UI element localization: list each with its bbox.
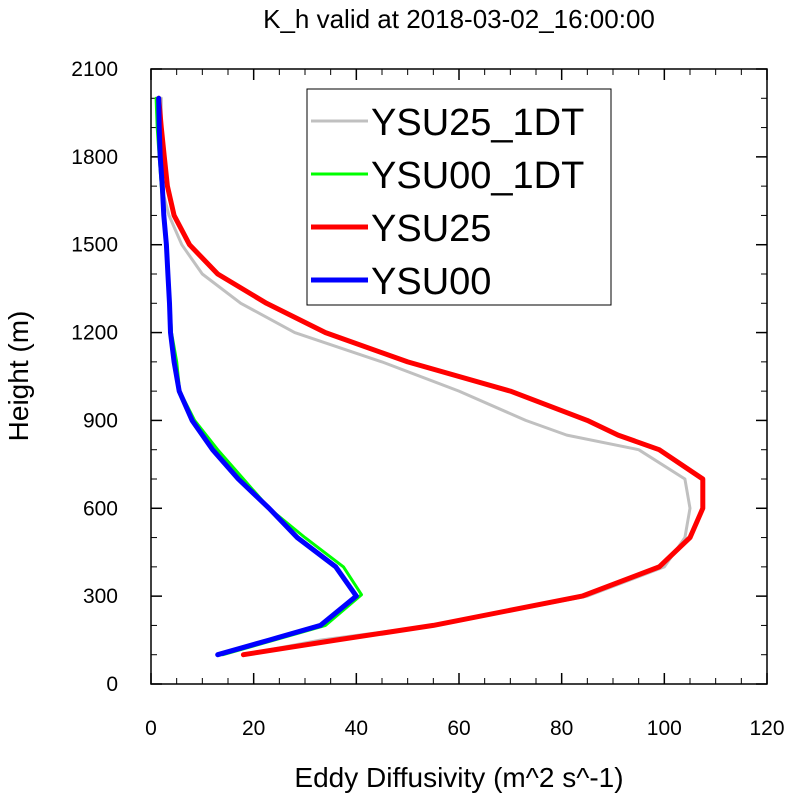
y-tick-label: 1500 (71, 234, 118, 257)
y-tick-label: 1800 (71, 146, 118, 169)
legend: YSU25_1DT YSU00_1DT YSU25 YSU00 (306, 88, 612, 306)
y-tick-label: 600 (83, 497, 118, 520)
y-tick-label: 300 (83, 585, 118, 608)
x-tick-label: 100 (647, 717, 682, 740)
y-tick-label: 900 (83, 409, 118, 432)
x-axis-label: Eddy Diffusivity (m^2 s^-1) (294, 762, 623, 793)
x-tick-label: 40 (345, 717, 368, 740)
y-axis-label: Height (m) (3, 311, 34, 442)
series-line-ysu00 (156, 95, 359, 658)
y-tick-label: 0 (106, 673, 118, 696)
x-tick-label: 60 (447, 717, 470, 740)
legend-label: YSU25_1DT (371, 102, 584, 144)
plot-frame (150, 68, 768, 685)
y-tick-label: 1200 (71, 322, 118, 345)
axis-ticks: 0 20 40 60 80 100 1200300600900120015001800210… (71, 58, 784, 740)
legend-label: YSU25 (371, 208, 491, 250)
x-tick-label: 20 (242, 717, 265, 740)
legend-box (306, 88, 612, 306)
y-tick-label: 2100 (71, 58, 118, 81)
legend-label: YSU00_1DT (371, 155, 584, 197)
series-line-ysu25 (156, 95, 706, 658)
chart-title: K_h valid at 2018-03-02_16:00:00 (263, 4, 655, 34)
x-tick-label: 80 (550, 717, 573, 740)
x-tick-label: 0 (145, 717, 157, 740)
series-group (154, 95, 706, 658)
x-tick-label: 120 (749, 717, 784, 740)
legend-label: YSU00 (371, 261, 491, 303)
